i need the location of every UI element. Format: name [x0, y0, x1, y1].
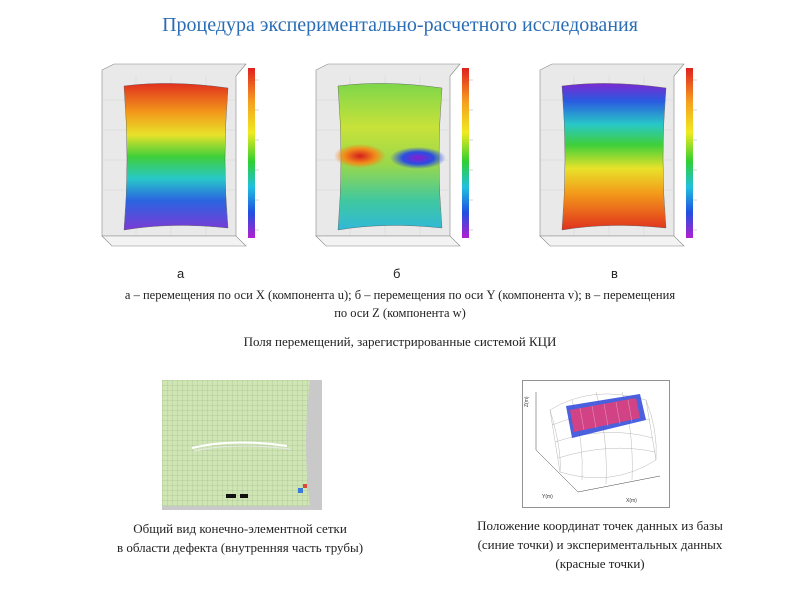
displacement-field-x-panel: [96, 60, 266, 260]
mesh-caption-line1: Общий вид конечно-элементной сетки: [133, 521, 347, 536]
figure-caption-line1: а – перемещения по оси X (компонента u);…: [124, 288, 676, 302]
displacement-field-z-panel: [534, 60, 704, 260]
plot-caption-line3: (красные точки): [555, 556, 645, 571]
page-title: Процедура экспериментально-расчетного ис…: [162, 14, 638, 36]
plot-caption: Положение координат точек данных из базы…: [440, 516, 760, 573]
panel-letter-v: в: [611, 266, 618, 281]
plot-x-axis-label: X(m): [626, 498, 637, 504]
displacement-field-y-panel: [310, 60, 480, 260]
panel-letter-a: а: [177, 266, 185, 281]
fe-mesh-image: [162, 380, 322, 510]
panel-letter-b: б: [393, 266, 401, 281]
mesh-caption-line2: в области дефекта (внутренняя часть труб…: [116, 540, 364, 555]
figure-caption-line2: по оси Z (компонента w): [334, 306, 466, 320]
figure-subtitle: Поля перемещений, зарегистрированные сис…: [243, 334, 557, 349]
plot-y-axis-label: Y(m): [542, 494, 553, 500]
data-points-3d-plot: Z(m) Y(m) X(m): [522, 380, 670, 508]
figure-caption: а – перемещения по оси X (компонента u);…: [40, 286, 760, 322]
plot-caption-line2: (синие точки) и экспериментальных данных: [477, 537, 723, 552]
mesh-caption: Общий вид конечно-элементной сетки в обл…: [90, 519, 390, 557]
plot-z-axis-label: Z(m): [524, 396, 530, 407]
plot-caption-line1: Положение координат точек данных из базы: [477, 518, 723, 533]
